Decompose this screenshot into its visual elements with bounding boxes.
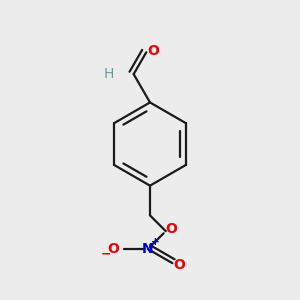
Text: −: −: [100, 248, 111, 261]
Text: H: H: [104, 67, 115, 81]
Text: O: O: [147, 44, 159, 58]
Text: O: O: [165, 222, 177, 236]
Text: O: O: [107, 242, 119, 256]
Text: N: N: [142, 242, 154, 256]
Text: O: O: [173, 258, 185, 272]
Text: +: +: [151, 238, 160, 248]
